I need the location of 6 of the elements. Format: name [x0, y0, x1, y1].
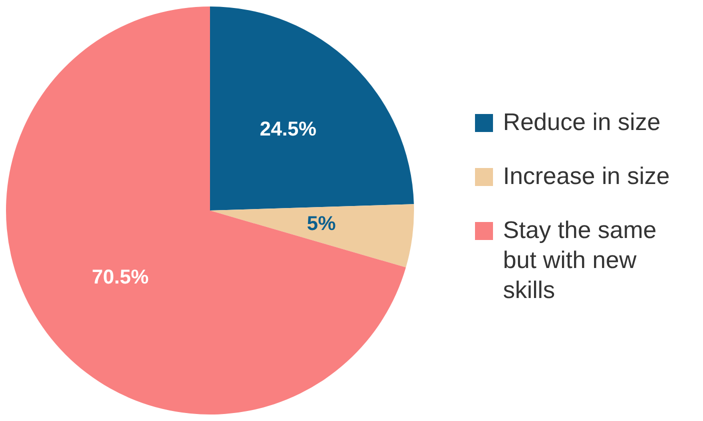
legend-label: Stay the same but with new skills: [503, 216, 658, 306]
legend-label: Increase in size: [503, 162, 670, 192]
legend-label: Reduce in size: [503, 108, 660, 138]
data-label: 24.5%: [260, 118, 317, 140]
data-label: 70.5%: [92, 266, 149, 288]
data-label: 5%: [306, 213, 336, 236]
